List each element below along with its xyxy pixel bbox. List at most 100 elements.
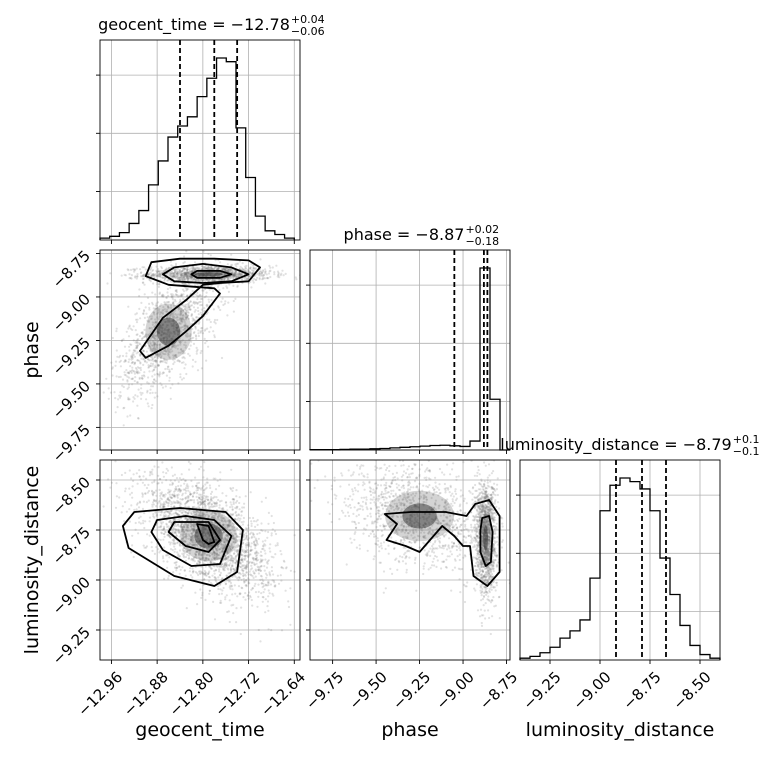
scatter-point-luminosity_distance-vs-geocent_time xyxy=(250,564,253,567)
scatter-point-phase-vs-geocent_time xyxy=(235,265,238,268)
scatter-point-luminosity_distance-vs-geocent_time xyxy=(235,621,238,624)
scatter-point-phase-vs-geocent_time xyxy=(181,270,184,273)
scatter-point-phase-vs-geocent_time xyxy=(184,271,187,274)
scatter-point-phase-vs-geocent_time xyxy=(218,273,221,276)
scatter-point-phase-vs-geocent_time xyxy=(174,329,177,332)
scatter-point-luminosity_distance-vs-geocent_time xyxy=(267,530,270,534)
scatter-point-phase-vs-geocent_time xyxy=(277,272,280,275)
scatter-point-phase-vs-geocent_time xyxy=(198,321,201,324)
scatter-point-phase-vs-geocent_time xyxy=(161,324,165,327)
scatter-point-phase-vs-geocent_time xyxy=(115,375,118,378)
scatter-point-phase-vs-geocent_time xyxy=(163,357,166,360)
scatter-point-luminosity_distance-vs-geocent_time xyxy=(131,534,134,537)
scatter-point-phase-vs-geocent_time xyxy=(169,272,172,275)
scatter-point-phase-vs-geocent_time xyxy=(166,315,169,318)
scatter-point-phase-vs-geocent_time xyxy=(140,376,143,379)
scatter-point-phase-vs-geocent_time xyxy=(185,313,188,316)
scatter-point-phase-vs-geocent_time xyxy=(189,337,192,340)
scatter-point-phase-vs-geocent_time xyxy=(154,273,157,276)
scatter-point-phase-vs-geocent_time xyxy=(180,293,183,297)
scatter-point-phase-vs-geocent_time xyxy=(223,268,226,271)
scatter-point-phase-vs-geocent_time xyxy=(168,319,171,322)
scatter-point-phase-vs-geocent_time xyxy=(254,278,257,281)
scatter-point-phase-vs-geocent_time xyxy=(219,261,222,264)
scatter-point-phase-vs-geocent_time xyxy=(161,372,164,375)
scatter-point-phase-vs-geocent_time xyxy=(162,276,165,279)
scatter-point-phase-vs-geocent_time xyxy=(174,312,177,316)
scatter-point-phase-vs-geocent_time xyxy=(162,295,165,298)
scatter-point-phase-vs-geocent_time xyxy=(164,367,167,371)
scatter-point-phase-vs-geocent_time xyxy=(170,319,173,323)
scatter-point-phase-vs-geocent_time xyxy=(169,348,172,351)
scatter-point-phase-vs-geocent_time xyxy=(172,327,175,330)
scatter-point-phase-vs-geocent_time xyxy=(227,267,230,270)
scatter-point-luminosity_distance-vs-geocent_time xyxy=(124,487,127,490)
scatter-point-phase-vs-geocent_time xyxy=(150,362,153,365)
scatter-point-luminosity_distance-vs-geocent_time xyxy=(164,511,167,514)
scatter-point-phase-vs-geocent_time xyxy=(165,325,168,329)
scatter-point-phase-vs-geocent_time xyxy=(152,273,155,276)
scatter-point-phase-vs-geocent_time xyxy=(207,274,210,277)
scatter-point-phase-vs-geocent_time xyxy=(232,284,235,287)
scatter-point-phase-vs-geocent_time xyxy=(177,339,180,342)
scatter-point-phase-vs-geocent_time xyxy=(156,327,159,330)
scatter-point-luminosity_distance-vs-geocent_time xyxy=(244,543,247,546)
scatter-point-luminosity_distance-vs-geocent_time xyxy=(165,554,168,557)
scatter-point-phase-vs-geocent_time xyxy=(188,354,191,357)
scatter-point-phase-vs-geocent_time xyxy=(174,300,177,303)
scatter-point-luminosity_distance-vs-geocent_time xyxy=(244,495,247,498)
scatter-point-phase-vs-geocent_time xyxy=(169,316,172,319)
scatter-point-phase-vs-geocent_time xyxy=(181,316,184,319)
scatter-point-phase-vs-geocent_time xyxy=(179,300,182,303)
scatter-point-phase-vs-geocent_time xyxy=(133,355,136,358)
scatter-point-phase-vs-geocent_time xyxy=(234,263,237,266)
scatter-point-luminosity_distance-vs-geocent_time xyxy=(198,570,201,573)
scatter-point-luminosity_distance-vs-geocent_time xyxy=(138,475,141,478)
scatter-point-phase-vs-geocent_time xyxy=(198,274,201,278)
scatter-point-phase-vs-geocent_time xyxy=(186,295,189,298)
scatter-point-luminosity_distance-vs-geocent_time xyxy=(289,587,292,590)
scatter-point-phase-vs-geocent_time xyxy=(203,267,206,270)
scatter-point-phase-vs-geocent_time xyxy=(136,381,139,384)
scatter-point-phase-vs-geocent_time xyxy=(152,341,155,344)
scatter-point-luminosity_distance-vs-geocent_time xyxy=(114,460,117,463)
scatter-point-phase-vs-geocent_time xyxy=(136,404,139,407)
scatter-point-phase-vs-geocent_time xyxy=(222,303,225,307)
scatter-point-luminosity_distance-vs-geocent_time xyxy=(175,477,179,480)
scatter-point-phase-vs-geocent_time xyxy=(183,367,186,370)
scatter-point-phase-vs-geocent_time xyxy=(234,271,237,274)
scatter-point-phase-vs-geocent_time xyxy=(168,368,171,371)
scatter-point-phase-vs-geocent_time xyxy=(196,306,199,309)
scatter-point-phase-vs-geocent_time xyxy=(170,295,173,298)
scatter-point-phase-vs-geocent_time xyxy=(126,375,129,378)
scatter-point-phase-vs-geocent_time xyxy=(203,272,206,275)
scatter-point-luminosity_distance-vs-geocent_time xyxy=(165,467,168,470)
scatter-point-luminosity_distance-vs-geocent_time xyxy=(135,472,138,475)
scatter-point-phase-vs-geocent_time xyxy=(210,298,213,301)
scatter-point-luminosity_distance-vs-geocent_time xyxy=(267,511,270,514)
scatter-point-phase-vs-geocent_time xyxy=(241,268,244,271)
scatter-point-phase-vs-geocent_time xyxy=(202,273,205,276)
scatter-point-luminosity_distance-vs-geocent_time xyxy=(220,592,223,595)
scatter-point-phase-vs-geocent_time xyxy=(221,297,224,300)
scatter-point-luminosity_distance-vs-geocent_time xyxy=(234,592,237,595)
scatter-point-phase-vs-geocent_time xyxy=(224,268,227,271)
scatter-point-phase-vs-geocent_time xyxy=(202,278,205,281)
scatter-point-luminosity_distance-vs-geocent_time xyxy=(173,524,176,528)
scatter-point-phase-vs-geocent_time xyxy=(183,267,186,270)
scatter-point-phase-vs-geocent_time xyxy=(185,316,188,319)
scatter-point-phase-vs-geocent_time xyxy=(203,274,206,277)
scatter-point-phase-vs-geocent_time xyxy=(212,330,215,333)
scatter-point-phase-vs-geocent_time xyxy=(195,316,198,319)
scatter-point-phase-vs-geocent_time xyxy=(182,297,185,300)
scatter-point-phase-vs-geocent_time xyxy=(186,273,189,277)
scatter-point-luminosity_distance-vs-geocent_time xyxy=(255,554,259,557)
scatter-point-luminosity_distance-vs-geocent_time xyxy=(238,496,241,499)
scatter-point-luminosity_distance-vs-geocent_time xyxy=(202,491,206,494)
scatter-point-phase-vs-geocent_time xyxy=(205,272,208,275)
scatter-point-luminosity_distance-vs-geocent_time xyxy=(173,550,176,553)
scatter-point-phase-vs-geocent_time xyxy=(170,304,173,307)
scatter-point-phase-vs-geocent_time xyxy=(263,277,266,280)
scatter-point-phase-vs-geocent_time xyxy=(142,349,145,353)
scatter-point-phase-vs-geocent_time xyxy=(184,344,187,347)
